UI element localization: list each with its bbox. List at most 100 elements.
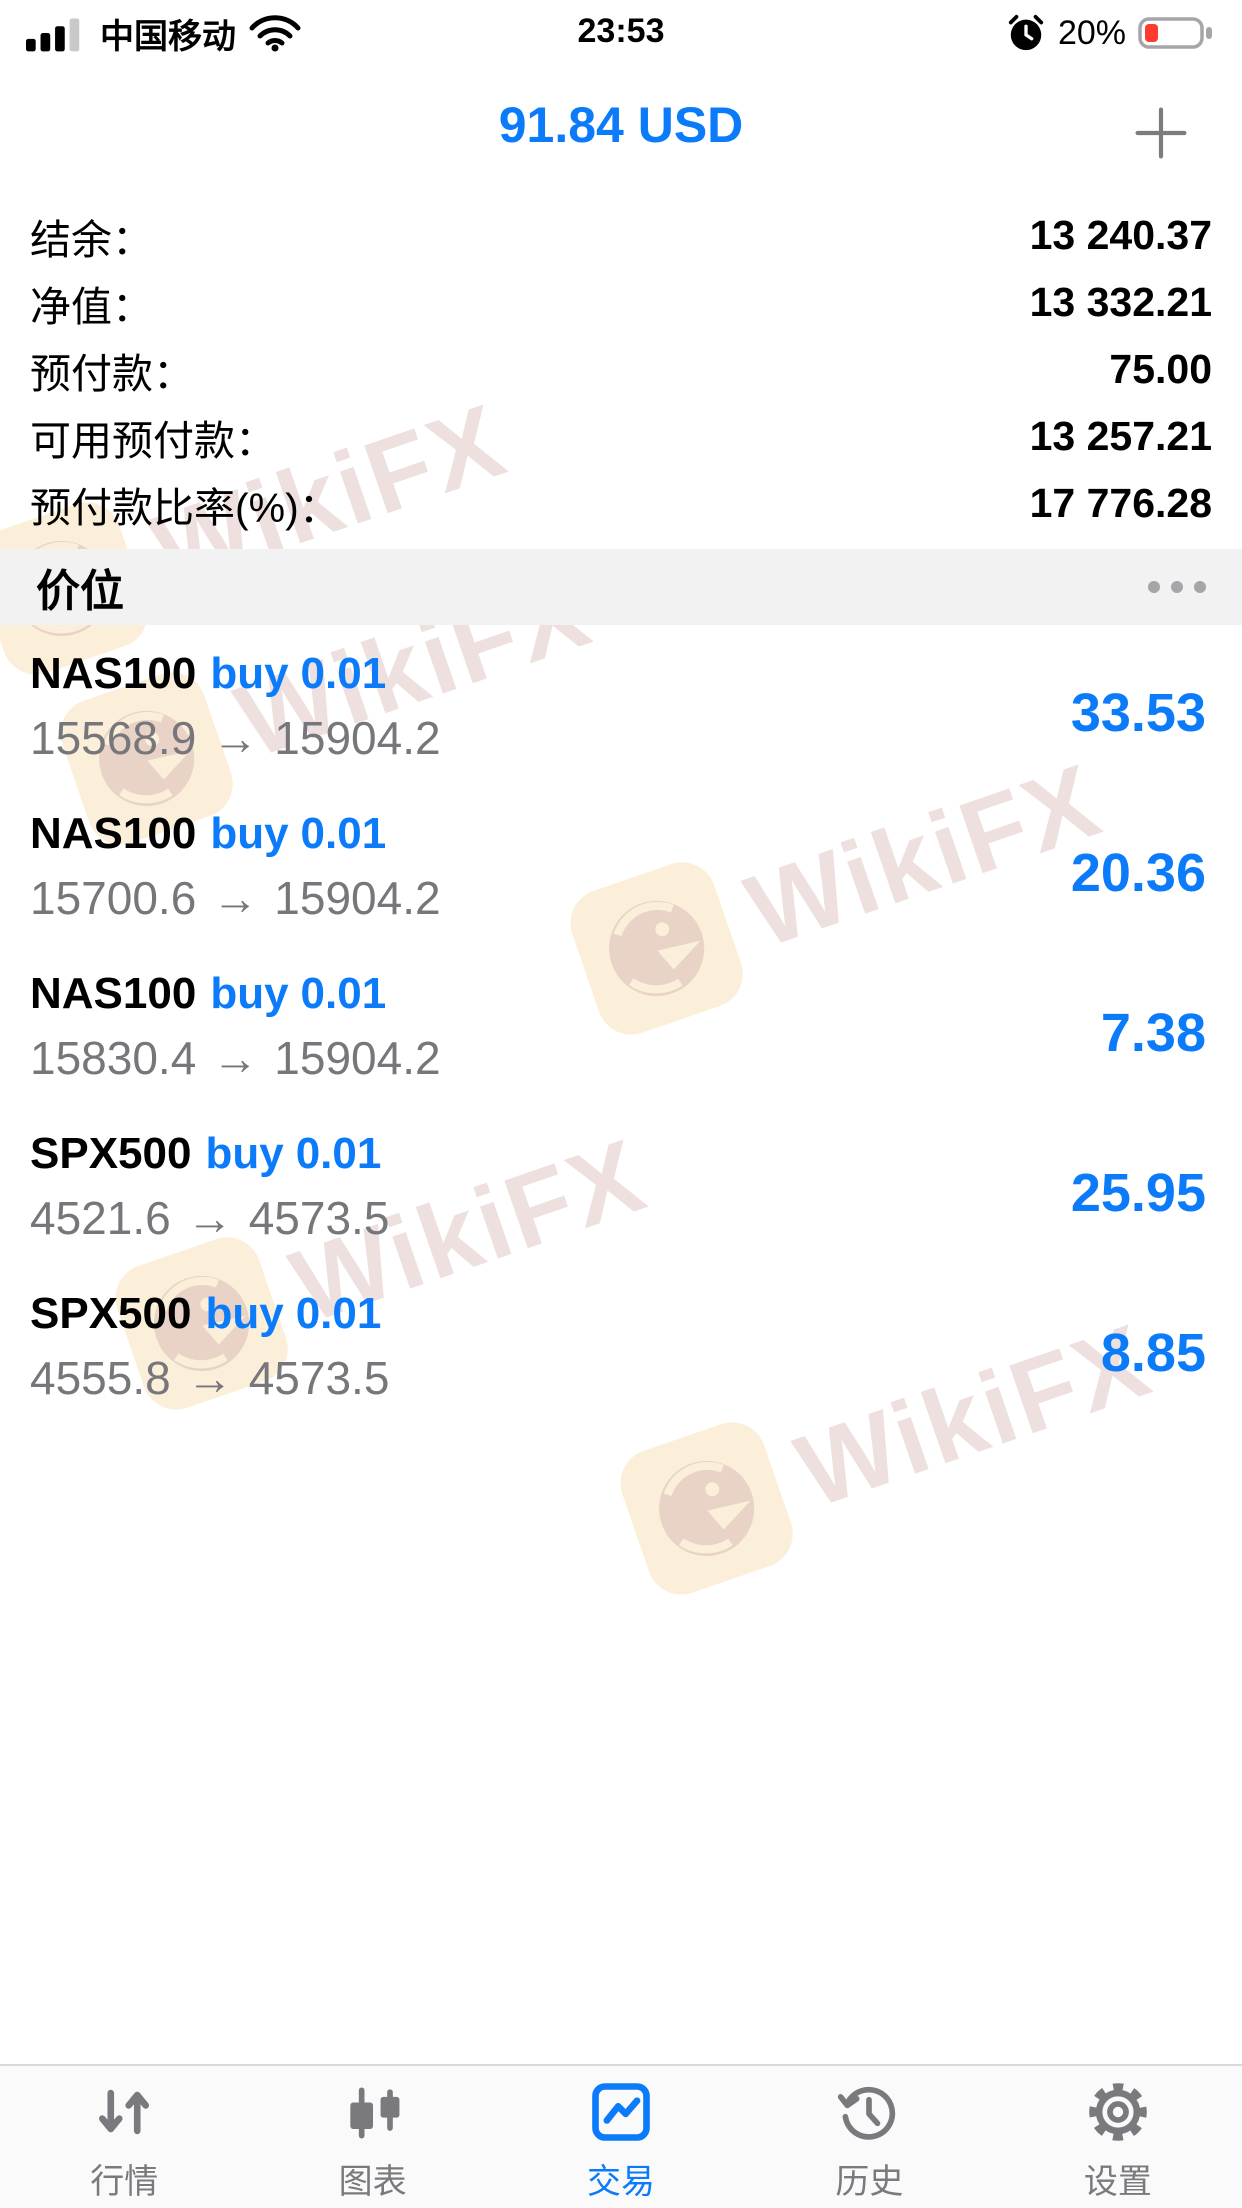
- ellipsis-icon[interactable]: [1148, 573, 1206, 601]
- volume-label: 0.01: [295, 1129, 382, 1178]
- status-bar: 中国移动 23:53 20%: [0, 0, 1242, 58]
- account-label: 预付款：: [30, 350, 194, 397]
- carrier-label: 中国移动: [100, 17, 236, 56]
- position-prices-line: 4555.8 → 4573.5: [30, 1351, 1206, 1405]
- tab-label: 图表: [338, 2163, 407, 2201]
- side-label: buy: [210, 969, 289, 1018]
- symbol-label: NAS100: [30, 809, 197, 858]
- side-label: buy: [210, 649, 289, 698]
- position-row[interactable]: NAS100 buy 0.01 15830.4 → 15904.2 7.38: [0, 953, 1242, 1113]
- side-label: buy: [205, 1129, 284, 1178]
- account-row: 预付款比率(%)： 17 776.28: [30, 470, 1212, 537]
- trade-screen: 中国移动 23:53 20% 91.84 USD 结余： 13 240.37 净值：…: [0, 0, 1242, 1433]
- updown-arrows-icon: [90, 2078, 158, 2146]
- settings-gear-icon: [1084, 2078, 1152, 2146]
- symbol-label: NAS100: [30, 649, 197, 698]
- tab-quotes[interactable]: 行情: [0, 2066, 248, 2208]
- side-label: buy: [210, 809, 289, 858]
- account-label: 净值：: [30, 283, 153, 330]
- account-value: 13 332.21: [1029, 279, 1212, 325]
- profit-value: 25.95: [1070, 1163, 1206, 1223]
- position-symbol-line: NAS100 buy 0.01: [30, 649, 1206, 699]
- arrow-right-icon: →: [212, 1032, 259, 1084]
- position-row[interactable]: NAS100 buy 0.01 15568.9 → 15904.2 33.53: [0, 633, 1242, 793]
- plus-icon[interactable]: [1130, 102, 1192, 164]
- account-row: 净值： 13 332.21: [30, 269, 1212, 336]
- open-price: 4555.8: [30, 1352, 171, 1404]
- volume-label: 0.01: [300, 969, 387, 1018]
- position-symbol-line: NAS100 buy 0.01: [30, 969, 1206, 1019]
- tab-history[interactable]: 历史: [745, 2066, 993, 2208]
- side-label: buy: [205, 1289, 284, 1338]
- arrow-right-icon: →: [186, 1192, 233, 1244]
- arrow-right-icon: →: [212, 872, 259, 924]
- history-clock-icon: [835, 2078, 903, 2146]
- page-title: 91.84 USD: [498, 97, 744, 153]
- tab-charts[interactable]: 图表: [248, 2066, 496, 2208]
- position-symbol-line: SPX500 buy 0.01: [30, 1129, 1206, 1179]
- current-price: 4573.5: [248, 1352, 390, 1404]
- side-volume-label: buy 0.01: [205, 1289, 381, 1339]
- open-price: 15830.4: [30, 1032, 197, 1084]
- volume-label: 0.01: [295, 1289, 382, 1338]
- account-label: 可用预付款：: [30, 417, 276, 464]
- status-bar-left: 中国移动: [26, 9, 302, 58]
- positions-section-header: 价位: [0, 549, 1242, 625]
- positions-section-title: 价位: [36, 567, 124, 616]
- open-price: 15568.9: [30, 712, 197, 764]
- candlestick-chart-icon: [339, 2078, 407, 2146]
- profit-value: 20.36: [1070, 843, 1206, 903]
- profit-value: 7.38: [1100, 1003, 1206, 1063]
- account-summary: 结余： 13 240.37 净值： 13 332.21 预付款： 75.00 可用预付款： 1…: [0, 192, 1242, 537]
- battery-low-icon: [1138, 15, 1216, 51]
- current-price: 15904.2: [274, 1032, 441, 1084]
- volume-label: 0.01: [300, 649, 387, 698]
- side-volume-label: buy 0.01: [210, 969, 386, 1019]
- current-price: 15904.2: [274, 712, 441, 764]
- account-value: 17 776.28: [1029, 480, 1212, 526]
- side-volume-label: buy 0.01: [210, 649, 386, 699]
- tab-bar: 行情 图表 交易 历史 设置: [0, 2064, 1242, 2208]
- account-label: 结余：: [30, 216, 153, 263]
- positions-list: NAS100 buy 0.01 15568.9 → 15904.2 33.53 NAS100 b…: [0, 633, 1242, 1433]
- position-row[interactable]: SPX500 buy 0.01 4521.6 → 4573.5 25.95: [0, 1113, 1242, 1273]
- position-symbol-line: NAS100 buy 0.01: [30, 809, 1206, 859]
- account-value: 75.00: [1109, 346, 1212, 392]
- position-row[interactable]: NAS100 buy 0.01 15700.6 → 15904.2 20.36: [0, 793, 1242, 953]
- tab-label: 行情: [90, 2163, 159, 2201]
- profit-value: 33.53: [1070, 683, 1206, 743]
- account-row: 预付款： 75.00: [30, 336, 1212, 403]
- volume-label: 0.01: [300, 809, 387, 858]
- battery-percent-label: 20%: [1057, 13, 1126, 52]
- position-row[interactable]: SPX500 buy 0.01 4555.8 → 4573.5 8.85: [0, 1273, 1242, 1433]
- current-price: 4573.5: [248, 1192, 390, 1244]
- alarm-clock-icon: [1006, 13, 1046, 53]
- account-label: 预付款比率(%)：: [30, 484, 340, 531]
- status-bar-right: 20%: [1006, 13, 1216, 53]
- tab-label: 交易: [587, 2163, 656, 2201]
- symbol-label: SPX500: [30, 1289, 192, 1338]
- tab-label: 设置: [1083, 2163, 1152, 2201]
- account-row: 可用预付款： 13 257.21: [30, 403, 1212, 470]
- position-prices-line: 15700.6 → 15904.2: [30, 871, 1206, 925]
- arrow-right-icon: →: [212, 712, 259, 764]
- wikifx-eagle-logo-icon: [611, 1413, 802, 1604]
- symbol-label: NAS100: [30, 969, 197, 1018]
- account-value: 13 257.21: [1029, 413, 1212, 459]
- wifi-icon: [248, 13, 302, 53]
- position-prices-line: 15830.4 → 15904.2: [30, 1031, 1206, 1085]
- trade-line-chart-icon: [587, 2078, 655, 2146]
- account-header: 91.84 USD: [0, 58, 1242, 192]
- current-price: 15904.2: [274, 872, 441, 924]
- tab-label: 历史: [835, 2163, 904, 2201]
- tab-trade[interactable]: 交易: [497, 2066, 745, 2208]
- clock-time: 23:53: [577, 12, 665, 50]
- open-price: 15700.6: [30, 872, 197, 924]
- position-prices-line: 4521.6 → 4573.5: [30, 1191, 1206, 1245]
- cellular-signal-icon: [26, 13, 88, 53]
- profit-value: 8.85: [1100, 1323, 1206, 1383]
- account-value: 13 240.37: [1029, 212, 1212, 258]
- symbol-label: SPX500: [30, 1129, 192, 1178]
- arrow-right-icon: →: [186, 1352, 233, 1404]
- tab-settings[interactable]: 设置: [994, 2066, 1242, 2208]
